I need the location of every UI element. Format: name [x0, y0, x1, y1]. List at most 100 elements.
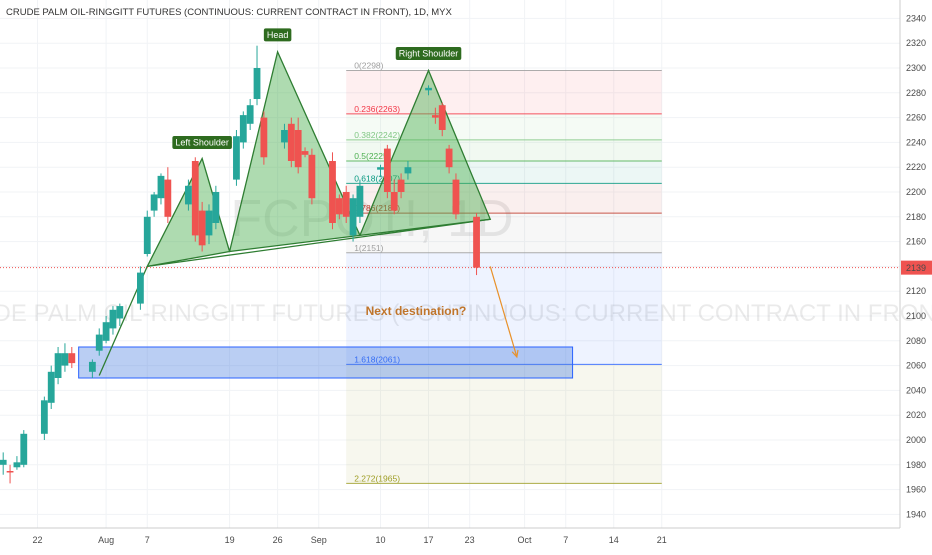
last-price-label: 2139 — [906, 263, 926, 273]
candle-body — [438, 105, 446, 130]
candle-body — [342, 192, 350, 217]
candle-body — [308, 154, 316, 199]
time-axis-labels: 22 Aug 7 19 26 Sep 10 17 23 Oct 7 14 21 — [32, 535, 666, 545]
price-tick-label: 1980 — [906, 460, 926, 470]
price-tick-label: 2160 — [906, 237, 926, 247]
arrow-head — [511, 349, 519, 359]
price-tick-label: 2260 — [906, 113, 926, 123]
candle-body — [150, 194, 158, 211]
fibonacci-extension[interactable]: 0(2298) 0.236(2263) 0.382(2242) 0.5(2225) 0.… — [346, 60, 662, 484]
tag-head[interactable]: Head — [263, 28, 292, 42]
tag-head-background — [263, 28, 292, 42]
fib-level-label: 0.236(2263) — [354, 104, 400, 114]
chart-title: CRUDE PALM OIL-RINGGITT FUTURES (CONTINU… — [6, 7, 452, 18]
price-tick-label: 2180 — [906, 212, 926, 222]
candle-body — [20, 433, 28, 465]
price-tick-label: 2080 — [906, 336, 926, 346]
candle-body — [397, 179, 405, 192]
candle-body — [390, 192, 398, 211]
tag-left-shoulder[interactable]: Left Shoulder — [172, 136, 232, 150]
candle-body — [287, 123, 295, 161]
candle-body — [233, 136, 240, 180]
price-tick-label: 2120 — [906, 286, 926, 296]
candlestick-series — [0, 45, 480, 484]
price-tick-label: 2240 — [906, 137, 926, 147]
candle-body — [185, 185, 192, 205]
price-tick-label: 2040 — [906, 385, 926, 395]
price-tick-label: 2300 — [906, 63, 926, 73]
tag-left-shoulder-background — [172, 136, 232, 150]
fib-level-label: 1(2151) — [354, 243, 383, 253]
candle-body — [61, 353, 69, 366]
watermark-symbol: FCPO1!, 1D — [230, 190, 513, 248]
candle-body — [377, 167, 384, 170]
projection-arrow[interactable] — [489, 266, 519, 359]
candle-body — [137, 272, 144, 304]
price-tick-label: 2100 — [906, 311, 926, 321]
next-destination-note[interactable]: Next destination? — [366, 304, 467, 318]
candle-body — [102, 322, 110, 341]
annotations: Head Left Shoulder Right Shoulder Next d… — [172, 28, 519, 359]
price-tick-label: 2020 — [906, 410, 926, 420]
time-tick-label: 23 — [465, 535, 475, 545]
fib-zone — [346, 213, 662, 253]
last-price-badge — [901, 260, 932, 275]
time-tick-label: Sep — [311, 535, 327, 545]
candle-body — [157, 175, 165, 199]
price-tick-label: 2220 — [906, 162, 926, 172]
time-tick-label: 17 — [424, 535, 434, 545]
candle-body — [40, 400, 48, 434]
fib-level-label: 0.5(2225) — [354, 151, 391, 161]
candle-body — [47, 371, 55, 403]
price-tick-label: 2200 — [906, 187, 926, 197]
fib-level-label: 0.382(2242) — [354, 130, 400, 140]
candle-body — [452, 179, 460, 215]
tag-right-shoulder-background — [395, 46, 462, 60]
price-tick-label: 1960 — [906, 485, 926, 495]
candle-body — [301, 151, 309, 155]
tag-right-shoulder[interactable]: Right Shoulder — [395, 46, 462, 60]
fib-zone — [346, 70, 662, 114]
time-tick-label: Oct — [518, 535, 533, 545]
candle-body — [431, 115, 439, 118]
candle-body — [205, 210, 213, 236]
candle-body — [143, 216, 151, 254]
time-tick-label: 14 — [609, 535, 619, 545]
candle-body — [356, 185, 364, 217]
candle-body — [198, 210, 206, 246]
candle-body — [425, 87, 432, 91]
candle-body — [404, 167, 412, 174]
candle-body — [95, 334, 103, 351]
time-tick-label: Aug — [98, 535, 114, 545]
candle-body — [54, 353, 62, 378]
last-price-line: 2139 — [0, 260, 932, 275]
pattern-triangle — [228, 49, 361, 253]
fib-level-label: 1.618(2061) — [354, 354, 400, 364]
fib-zone — [346, 364, 662, 484]
time-tick-label: 10 — [375, 535, 385, 545]
candle-body — [6, 471, 14, 473]
price-tick-label: 2340 — [906, 13, 926, 23]
candle-body — [13, 462, 21, 468]
candle-body — [68, 353, 76, 364]
fib-level-label: 0(2298) — [354, 60, 383, 70]
price-tick-label: 2320 — [906, 38, 926, 48]
arrow-shaft — [489, 266, 518, 358]
candle-body — [253, 68, 261, 99]
target-zone[interactable] — [78, 346, 574, 379]
time-tick-label: 19 — [225, 535, 235, 545]
candle-body — [246, 105, 254, 124]
candle-body — [335, 198, 343, 215]
tag-right-shoulder-label: Right Shoulder — [399, 48, 459, 58]
fib-level-label: 0.618(2207) — [354, 173, 400, 183]
target-zone-box — [78, 346, 574, 379]
candle-body — [260, 117, 268, 158]
candle-body — [473, 216, 480, 268]
time-tick-label: 7 — [563, 535, 568, 545]
candle-body — [383, 148, 391, 192]
candle-body — [0, 459, 7, 465]
price-tick-label: 2000 — [906, 435, 926, 445]
